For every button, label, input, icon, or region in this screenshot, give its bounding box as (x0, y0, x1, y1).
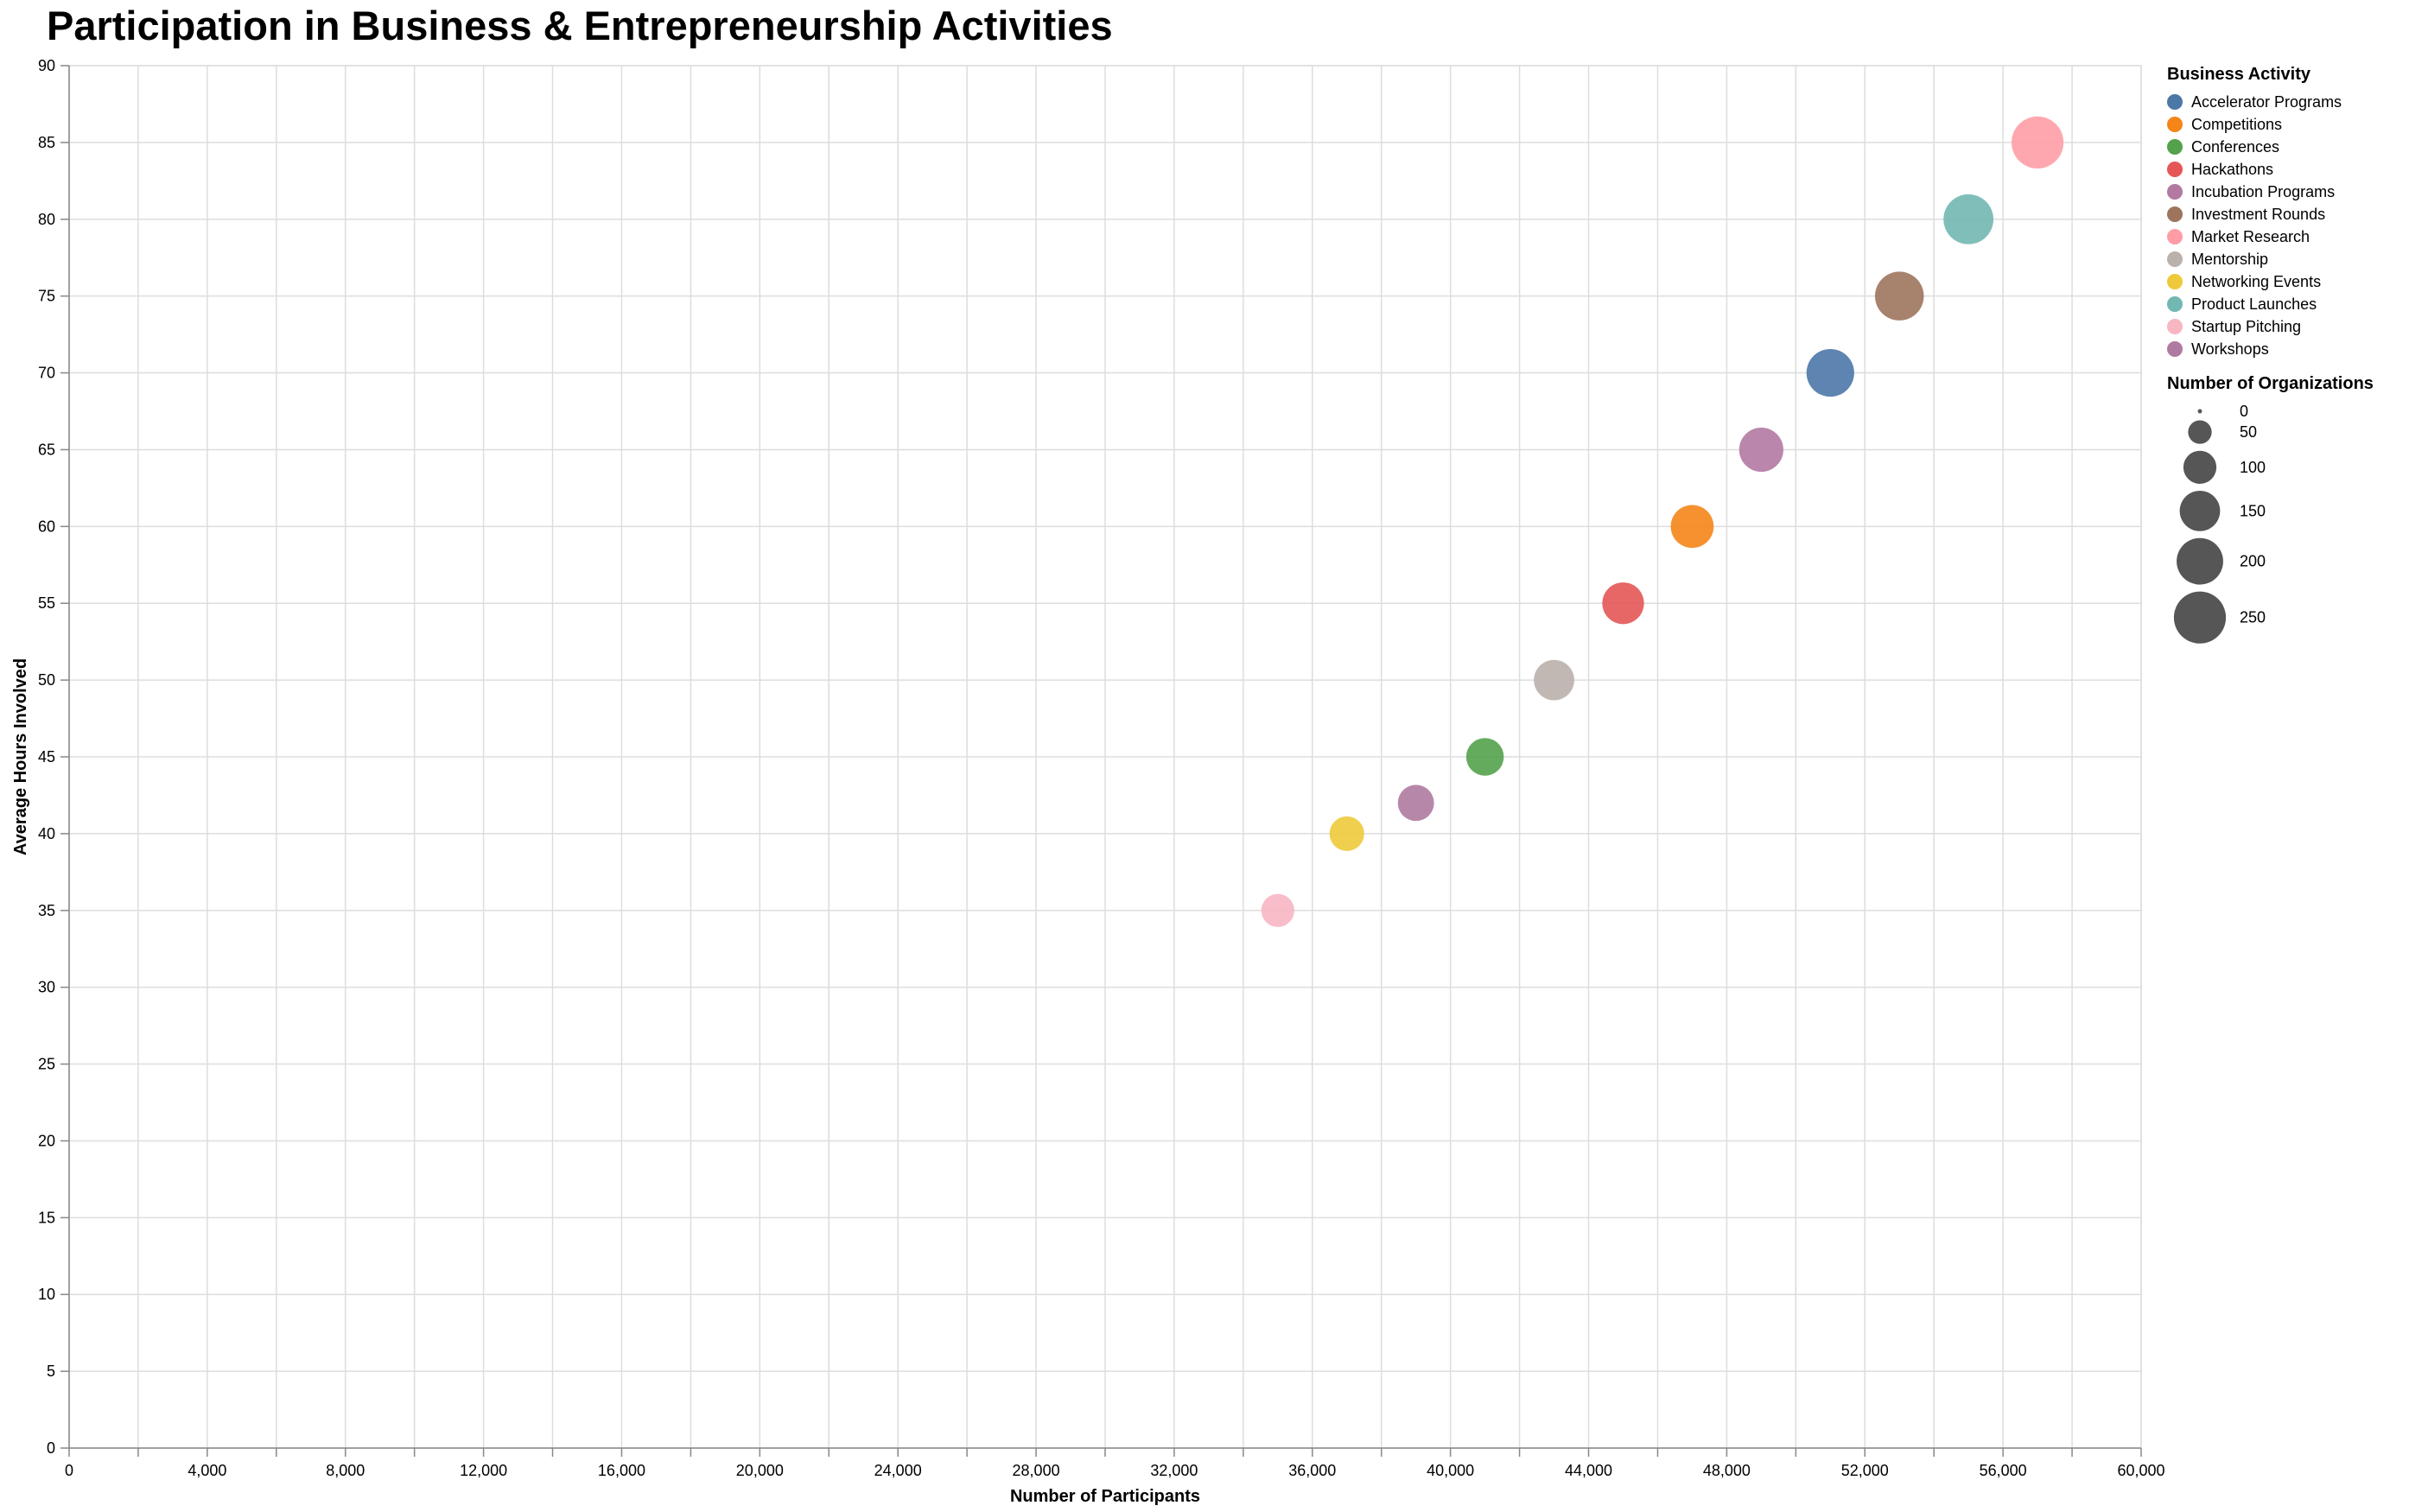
x-tick-label: 48,000 (1703, 1462, 1751, 1479)
legend-size-swatch (2183, 450, 2217, 484)
x-tick-label: 40,000 (1427, 1462, 1474, 1479)
data-point (1261, 893, 1294, 927)
data-point (1874, 271, 1924, 321)
legend-size-swatch (2197, 409, 2202, 414)
y-tick-label: 0 (47, 1439, 55, 1457)
y-tick-label: 85 (38, 134, 55, 151)
y-tick-label: 75 (38, 288, 55, 305)
legend-label: Competitions (2191, 116, 2282, 133)
legend-size-label: 50 (2240, 423, 2257, 441)
legend-color-title: Business Activity (2167, 65, 2311, 84)
y-tick-label: 15 (38, 1209, 55, 1226)
legend-size-swatch (2173, 591, 2227, 644)
x-tick-label: 0 (65, 1462, 73, 1479)
y-tick-label: 55 (38, 594, 55, 612)
y-tick-label: 65 (38, 441, 55, 458)
y-tick-label: 10 (38, 1286, 55, 1303)
data-points (1261, 116, 2064, 927)
y-tick-label: 70 (38, 365, 55, 382)
legend-label: Hackathons (2191, 161, 2273, 178)
legend-label: Product Launches (2191, 295, 2317, 313)
legend-swatch (2167, 139, 2183, 155)
legend-size-title: Number of Organizations (2167, 374, 2374, 393)
x-tick-label: 44,000 (1565, 1462, 1612, 1479)
x-tick-label: 32,000 (1150, 1462, 1198, 1479)
legend-label: Startup Pitching (2191, 318, 2301, 335)
legend-swatch (2167, 94, 2183, 110)
legend-label: Incubation Programs (2191, 183, 2335, 200)
legend-size-label: 100 (2240, 459, 2266, 476)
legend-label: Networking Events (2191, 273, 2321, 290)
y-axis: 0 5 10 15 20 25 30 35 40 45 50 55 60 65 70 75 80 85 90 (38, 57, 70, 1457)
grid-lines (68, 65, 2142, 1449)
x-axis-title: Number of Participants (1010, 1487, 1200, 1506)
legend-swatch (2167, 206, 2183, 222)
legend-size-swatch (2179, 490, 2221, 531)
legend-label: Conferences (2191, 138, 2279, 156)
data-point (2012, 116, 2064, 168)
x-tick-label: 4,000 (188, 1462, 226, 1479)
data-point (1943, 194, 1994, 245)
legend-swatch (2167, 251, 2183, 267)
data-point (1670, 505, 1714, 549)
x-tick-label: 24,000 (874, 1462, 922, 1479)
x-tick-label: 16,000 (598, 1462, 645, 1479)
legend-label: Workshops (2191, 340, 2269, 358)
legend-size-swatch (2177, 537, 2223, 585)
legend-swatch (2167, 319, 2183, 334)
data-point (1602, 582, 1644, 625)
legend-swatch (2167, 229, 2183, 245)
legend-size-items: 0 50 100 150 200 250 (2173, 403, 2266, 644)
x-tick-label: 12,000 (460, 1462, 507, 1479)
legend-swatch (2167, 117, 2183, 132)
legend-swatch (2167, 341, 2183, 357)
legend-size-label: 250 (2240, 609, 2266, 626)
data-point (1397, 785, 1434, 822)
legend-label: Mentorship (2191, 251, 2268, 268)
y-tick-label: 45 (38, 748, 55, 766)
y-tick-label: 20 (38, 1132, 55, 1149)
y-tick-label: 35 (38, 902, 55, 919)
y-tick-label: 5 (47, 1363, 55, 1380)
y-tick-label: 25 (38, 1056, 55, 1073)
x-tick-label: 36,000 (1288, 1462, 1336, 1479)
x-tick-label: 52,000 (1841, 1462, 1889, 1479)
legend-swatch (2167, 296, 2183, 312)
data-point (1534, 659, 1574, 701)
chart-title: Participation in Business & Entrepreneur… (47, 3, 1113, 48)
y-tick-label: 30 (38, 979, 55, 996)
x-tick-label: 56,000 (1980, 1462, 2027, 1479)
legend: Business Activity Accelerator Programs Co… (2167, 65, 2374, 644)
data-point (1806, 348, 1854, 397)
x-tick-label: 20,000 (736, 1462, 784, 1479)
legend-swatch (2167, 162, 2183, 177)
legend-size-label: 150 (2240, 502, 2266, 519)
legend-label: Market Research (2191, 228, 2310, 245)
legend-label: Investment Rounds (2191, 206, 2325, 223)
legend-size-label: 0 (2240, 403, 2248, 420)
x-axis: 0 4,000 8,000 12,000 16,000 20,000 24,000 28,00… (65, 1447, 2165, 1479)
y-tick-label: 40 (38, 825, 55, 842)
x-tick-label: 8,000 (326, 1462, 365, 1479)
data-point (1329, 816, 1364, 851)
legend-size-label: 200 (2240, 553, 2266, 570)
y-tick-label: 50 (38, 671, 55, 689)
legend-size-swatch (2188, 420, 2212, 444)
data-point (1465, 738, 1504, 776)
legend-label: Accelerator Programs (2191, 93, 2342, 111)
legend-color-items: Accelerator Programs Competitions Conferen… (2167, 93, 2342, 358)
x-tick-label: 60,000 (2117, 1462, 2164, 1479)
y-tick-label: 90 (38, 57, 55, 74)
data-point (1738, 427, 1783, 473)
legend-swatch (2167, 184, 2183, 200)
x-tick-label: 28,000 (1013, 1462, 1060, 1479)
y-axis-title: Average Hours Involved (11, 658, 30, 855)
y-tick-label: 60 (38, 518, 55, 535)
y-tick-label: 80 (38, 211, 55, 228)
legend-swatch (2167, 274, 2183, 289)
